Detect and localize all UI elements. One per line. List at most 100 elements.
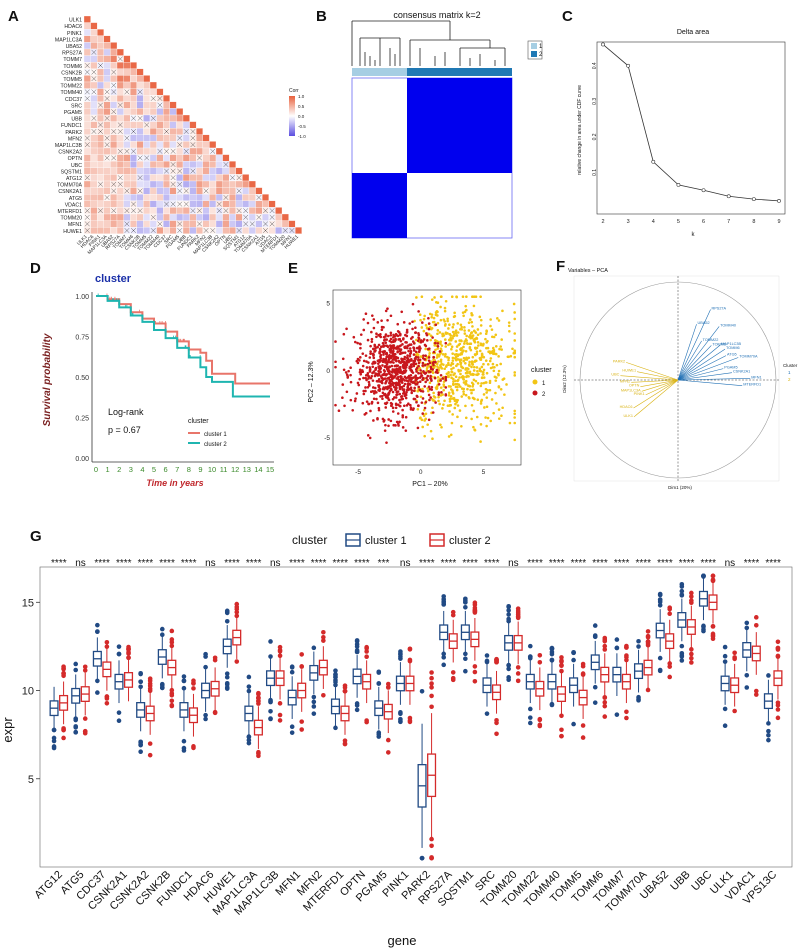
heatmap-cell (143, 207, 151, 215)
heatmap-cell (163, 108, 170, 116)
boxplot-outlier (246, 684, 252, 689)
pca-point (469, 331, 473, 335)
pca-point (379, 375, 383, 378)
pca-point (422, 338, 426, 341)
pca-point (446, 374, 450, 378)
pca-point (446, 319, 449, 323)
heatmap-cell (103, 75, 111, 83)
heatmap-cross (216, 201, 222, 207)
heatmap-cell (196, 213, 203, 221)
heatmap-cell (156, 200, 164, 208)
heatmap-row-label: MAP1LC3B (55, 143, 83, 149)
boxplot-outlier (775, 645, 781, 651)
pca-point (436, 365, 439, 368)
pca-point (503, 393, 506, 396)
pca-point (391, 371, 394, 374)
heatmap-cell (248, 200, 256, 208)
pca-point (473, 428, 477, 432)
pca-point (442, 363, 445, 366)
heatmap-cell (182, 134, 190, 142)
heatmap-cell (83, 180, 91, 188)
pca-point (472, 409, 476, 413)
pca-point (436, 301, 440, 305)
pca-point (428, 387, 432, 391)
survival-xtick: 2 (117, 465, 121, 474)
pca-point (433, 399, 436, 402)
pca-point (381, 364, 384, 367)
pca-point (475, 337, 479, 340)
heatmap-cross (190, 129, 196, 134)
pca-point (417, 404, 420, 407)
heatmap-cell (123, 95, 131, 102)
pca-point (476, 333, 480, 337)
pca-point (495, 376, 498, 379)
boxplot-outlier (104, 644, 110, 649)
boxplot-outlier (602, 714, 608, 719)
heatmap-cell (123, 101, 131, 109)
pca-point (455, 388, 459, 392)
heatmap-cross (137, 175, 143, 181)
heatmap-cell (196, 227, 203, 234)
pca-point (396, 350, 400, 353)
heatmap-cell (255, 200, 263, 208)
pca-point (400, 398, 403, 401)
heatmap-cell (83, 81, 91, 89)
pca-point (413, 397, 417, 401)
heatmap-cell (103, 121, 111, 129)
pca-point (357, 383, 361, 387)
heatmap-cell (163, 114, 170, 122)
pca-point (362, 376, 365, 380)
pca-point (477, 372, 480, 376)
pca-point (432, 350, 436, 354)
boxplot-outlier (624, 645, 629, 650)
variable-arrow (677, 368, 724, 381)
heatmap-cell (83, 42, 91, 50)
pca-point (394, 396, 398, 399)
boxplot-outlier (429, 855, 434, 860)
pca-point (359, 333, 363, 336)
boxplot-outlier (147, 683, 153, 689)
heatmap-cell (149, 101, 157, 109)
heatmap-cell (268, 200, 276, 208)
heatmap-cell (83, 101, 91, 109)
heatmap-cell (123, 213, 131, 221)
boxplot-outlier (321, 629, 326, 635)
pca-point (415, 296, 418, 299)
pca-point (385, 338, 388, 341)
heatmap-row-label: CSNK2B (61, 70, 82, 76)
heatmap-row-label: PINK1 (67, 31, 82, 37)
boxplot-outlier (181, 674, 187, 679)
boxplot-outlier (311, 694, 317, 700)
pca-point (499, 387, 503, 391)
pca-point (389, 314, 393, 318)
delta-point (701, 188, 706, 193)
heatmap-cell (116, 81, 124, 89)
heatmap-cell (136, 180, 144, 188)
heatmap-cell (222, 154, 230, 162)
pca-point (513, 355, 517, 359)
heatmap-cell (130, 88, 137, 96)
pca-point (433, 358, 436, 362)
pca-point (370, 340, 374, 343)
boxplot-outlier (147, 741, 153, 746)
heatmap-cross (91, 49, 97, 55)
boxplot-outlier (657, 591, 663, 597)
pca-point (368, 367, 372, 371)
boxplot-outlier (580, 723, 586, 728)
pca-point (412, 360, 416, 364)
pca-point (436, 342, 440, 345)
pca-point (394, 332, 398, 336)
pca-point (377, 365, 380, 368)
legend-label-2: 2 (539, 52, 543, 58)
heatmap-cross (84, 135, 90, 141)
pca-point (398, 398, 401, 402)
pca-point (472, 425, 475, 429)
pca-point (450, 370, 454, 374)
pca-point (439, 318, 443, 322)
heatmap-cell (255, 187, 263, 195)
pca-point (367, 380, 371, 384)
heatmap-cell (90, 194, 98, 201)
heatmap-cell (196, 167, 203, 175)
pca-point (410, 376, 414, 380)
pca-point (343, 404, 346, 408)
